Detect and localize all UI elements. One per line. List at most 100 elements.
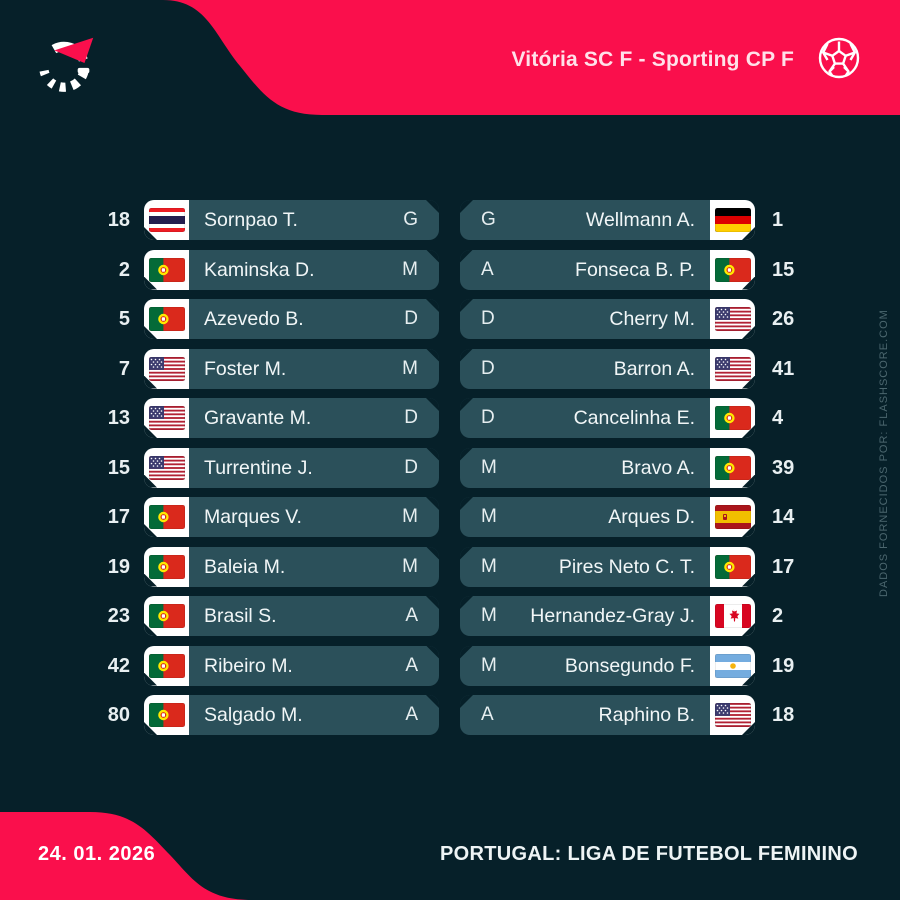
- flag-box: [144, 299, 189, 339]
- flag-spain-icon: [714, 505, 751, 529]
- pill-corner-cut: [460, 398, 473, 411]
- pill-corner-cut: [426, 546, 439, 560]
- player-position: M: [402, 555, 418, 577]
- player-name: Ribeiro M.: [204, 654, 293, 677]
- flag-thailand-icon: [148, 208, 185, 232]
- flag-box: [710, 695, 755, 735]
- player-number: 18: [107, 209, 130, 231]
- flag-argentina-icon: [714, 653, 751, 678]
- pill-corner-cut: [460, 695, 473, 708]
- player-row: 18 Sornpao T. G: [96, 200, 439, 240]
- player-position: A: [405, 704, 418, 725]
- player-name: Wellmann A.: [585, 209, 695, 231]
- flag-box: [144, 497, 189, 537]
- flag-box: [144, 200, 189, 240]
- player-row: 17 Marques V. M: [96, 497, 439, 537]
- flag-box: [710, 645, 755, 686]
- player-name: Cancelinha E.: [573, 407, 695, 429]
- player-name: Azevedo B.: [204, 308, 304, 330]
- flag-box: [144, 249, 189, 290]
- flag-box: [144, 596, 189, 636]
- player-pill: Cherry M. D: [460, 299, 755, 339]
- player-pill: Ribeiro M. A: [144, 645, 439, 686]
- player-position: A: [481, 704, 494, 725]
- player-number: 26: [772, 308, 795, 330]
- footer-band: [0, 812, 252, 900]
- flag-box: [144, 546, 189, 587]
- flag-usa-icon: [148, 455, 185, 480]
- player-position: G: [481, 209, 496, 230]
- flag-box: [710, 497, 755, 537]
- flag-portugal-icon: [148, 307, 185, 331]
- flag-box: [144, 398, 189, 438]
- player-number: 42: [107, 654, 130, 677]
- player-number: 15: [772, 258, 795, 281]
- flag-portugal-icon: [714, 455, 751, 480]
- flag-portugal-icon: [148, 554, 185, 579]
- pill-corner-cut: [426, 249, 439, 263]
- player-number: 17: [107, 506, 130, 528]
- player-name: Baleia M.: [204, 555, 286, 578]
- player-pill: Kaminska D. M: [144, 249, 439, 290]
- player-number: 1: [772, 209, 784, 231]
- player-pill: Cancelinha E. D: [460, 398, 755, 438]
- player-number: 18: [772, 704, 795, 726]
- away-lineup-column: Wellmann A. G 1 Fonseca B. P. A 15 Cherry M. D 2…: [460, 200, 806, 745]
- player-row: 2 Kaminska D. M: [96, 249, 439, 290]
- player-row: Bonsegundo F. M 19: [460, 645, 806, 686]
- player-name: Cherry M.: [609, 308, 695, 330]
- flag-portugal-icon: [148, 653, 185, 678]
- player-name: Brasil S.: [204, 605, 277, 627]
- pill-corner-cut: [426, 497, 439, 510]
- player-row: Bravo A. M 39: [460, 447, 806, 488]
- player-number: 14: [772, 506, 795, 528]
- player-position: D: [404, 456, 418, 478]
- player-position: M: [402, 258, 418, 280]
- pill-corner-cut: [460, 299, 473, 312]
- player-name: Sornpao T.: [204, 209, 298, 231]
- player-name: Pires Neto C. T.: [558, 555, 695, 578]
- player-position: G: [403, 209, 418, 230]
- match-date: 24. 01. 2026: [38, 843, 156, 865]
- player-number: 39: [772, 456, 795, 479]
- player-name: Raphino B.: [598, 704, 695, 726]
- flashscore-logo-icon: [39, 37, 94, 92]
- player-name: Arques D.: [608, 506, 695, 528]
- league-name: PORTUGAL: LIGA DE FUTEBOL FEMININO: [440, 843, 858, 865]
- player-row: 80 Salgado M. A: [96, 695, 439, 735]
- player-pill: Marques V. M: [144, 497, 439, 537]
- player-position: M: [481, 654, 497, 676]
- flag-box: [144, 348, 189, 389]
- pill-corner-cut: [460, 645, 473, 659]
- flag-box: [710, 299, 755, 339]
- player-row: Wellmann A. G 1: [460, 200, 806, 240]
- player-position: M: [481, 605, 497, 626]
- player-row: Arques D. M 14: [460, 497, 806, 537]
- player-row: 42 Ribeiro M. A: [96, 645, 439, 686]
- player-number: 2: [118, 258, 130, 281]
- player-pill: Salgado M. A: [144, 695, 439, 735]
- player-row: Pires Neto C. T. M 17: [460, 546, 806, 587]
- player-pill: Raphino B. A: [460, 695, 755, 735]
- flag-box: [144, 645, 189, 686]
- player-number: 4: [772, 407, 784, 429]
- player-pill: Sornpao T. G: [144, 200, 439, 240]
- player-number: 7: [118, 357, 130, 380]
- player-position: A: [481, 258, 494, 280]
- pill-corner-cut: [460, 200, 473, 213]
- player-name: Bonsegundo F.: [564, 654, 695, 677]
- player-pill: Hernandez-Gray J. M: [460, 596, 755, 636]
- player-pill: Barron A. D: [460, 348, 755, 389]
- flag-box: [144, 695, 189, 735]
- player-position: A: [405, 654, 418, 676]
- player-name: Bravo A.: [621, 456, 695, 479]
- flag-portugal-icon: [148, 505, 185, 529]
- player-name: Foster M.: [204, 357, 287, 380]
- pill-corner-cut: [460, 348, 473, 362]
- provider-watermark: DADOS FORNECIDOS POR: FLASHSCORE.COM: [878, 309, 890, 597]
- player-position: D: [404, 308, 418, 329]
- player-number: 2: [772, 605, 784, 627]
- flag-box: [710, 596, 755, 636]
- player-row: Fonseca B. P. A 15: [460, 249, 806, 290]
